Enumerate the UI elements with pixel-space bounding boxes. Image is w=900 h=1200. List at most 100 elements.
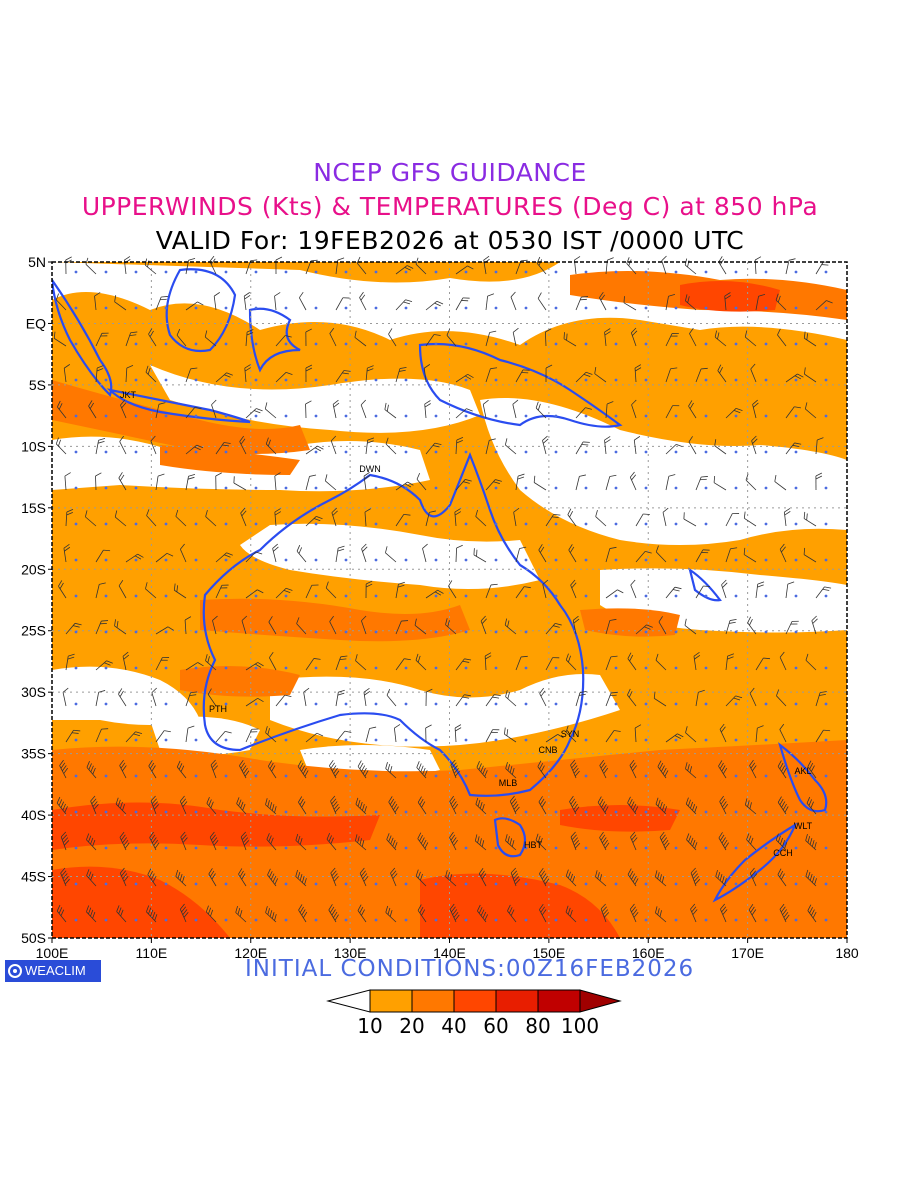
temp-dot [584,702,588,706]
wind-barb [233,476,247,491]
temp-dot [614,306,618,310]
wind-barb [815,691,827,707]
temp-dot [554,918,558,922]
wind-barb [512,327,519,347]
wind-barb [63,364,71,383]
temp-dot [194,774,198,778]
temp-dot [224,378,228,382]
wind-barb [565,905,577,923]
temp-dot [434,378,438,382]
wind-barb [155,552,174,563]
wind-barb [654,870,667,887]
wind-barb [185,725,195,743]
temp-dot [194,918,198,922]
lon-label: 100E [36,945,69,961]
wind-barb [119,867,129,887]
temp-dot [524,594,528,598]
temp-dot [434,666,438,670]
wind-barb [751,435,758,455]
temp-dot [254,558,258,562]
wind-barb [95,549,111,563]
temp-dot [674,882,678,886]
wind-barb [725,513,740,527]
temp-dot [164,774,168,778]
wind-barb [545,513,561,527]
wind-barb [416,472,427,491]
temp-dot [674,414,678,418]
temp-dot [434,738,438,742]
temp-dot [824,342,828,346]
temp-dot [764,630,768,634]
temp-dot [134,738,138,742]
wind-barb [575,441,590,455]
temp-dot [224,810,228,814]
wind-barb [515,369,530,383]
wind-barb [785,258,796,275]
wind-barb [455,373,474,383]
temp-dot [224,918,228,922]
wind-barb [363,687,371,707]
temp-dot [704,306,708,310]
wind-barb [477,904,489,923]
wind-barb [623,296,637,311]
temp-dot [734,306,738,310]
wind-barb [683,512,697,527]
wind-barb [725,653,735,671]
colorbar-segment [453,989,497,1013]
temp-dot [74,522,78,526]
wind-barb [364,508,371,527]
temp-dot [644,558,648,562]
temp-dot [764,882,768,886]
wind-barb [605,730,621,743]
wind-barb [355,797,367,815]
temp-dot [494,810,498,814]
temp-dot [404,774,408,778]
temp-dot [494,882,498,886]
temp-dot [554,522,558,526]
wind-barb [90,795,99,815]
wind-barb [686,833,698,851]
temp-dot [74,702,78,706]
wind-barb [777,328,787,347]
wind-barb [685,726,697,743]
wind-barb [125,553,144,563]
temp-dot [404,846,408,850]
wind-barb [476,761,488,779]
temp-dot [74,882,78,886]
wind-barb [777,796,789,815]
wind-barb [594,367,607,383]
wind-barb [749,867,758,887]
temp-dot [164,342,168,346]
wind-barb [535,833,547,851]
temp-dot [614,486,618,490]
wind-barb [305,474,317,491]
wind-barb [95,690,106,707]
temp-dot [434,882,438,886]
new-guinea-coast [418,342,623,428]
wind-barb [627,688,637,707]
temp-dot [74,846,78,850]
wind-barb [449,903,460,923]
wind-barb [155,402,166,419]
temp-dot [374,486,378,490]
wind-barb [210,759,218,779]
wind-barb [329,615,337,635]
wind-barb [659,831,670,851]
temp-dot [614,738,618,742]
wind-barb [205,510,217,527]
wind-barb [485,293,495,311]
wind-barb [215,731,232,743]
wind-barb [86,833,97,851]
temp-dot [404,342,408,346]
wind-barb [56,796,68,815]
wind-barb [151,687,157,707]
temp-dot [344,522,348,526]
temp-dot [524,738,528,742]
wind-barb [395,299,413,311]
wind-barb [424,400,431,419]
wind-barb [330,867,339,887]
wind-barb [64,472,71,491]
temp-dot [464,630,468,634]
temp-dot [434,414,438,418]
temp-dot [254,882,258,886]
